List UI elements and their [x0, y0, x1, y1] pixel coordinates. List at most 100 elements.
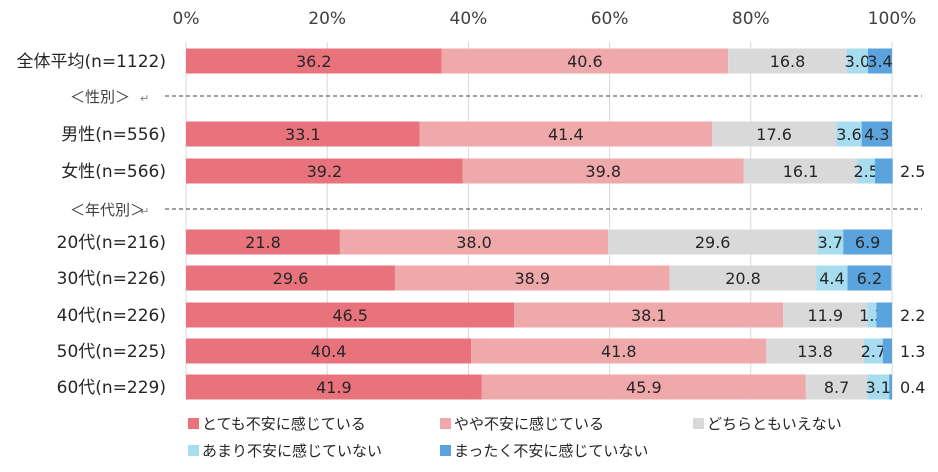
row-category-label: 60代(n=229) [57, 378, 166, 398]
bar-segment [608, 229, 818, 255]
bar-segment [847, 265, 892, 291]
bar-segment [882, 338, 892, 364]
bar-segment [394, 265, 670, 291]
bar-value-label: 29.6 [273, 269, 309, 288]
bar-segment [186, 302, 515, 328]
bar-value-label: 3.1 [866, 378, 891, 397]
bar-value-label: 29.6 [695, 233, 731, 252]
bar-segment [471, 338, 767, 364]
bar-segment [441, 48, 729, 74]
bar-value-label: 6.9 [855, 233, 880, 252]
bar-segment [867, 374, 890, 400]
legend-swatch [440, 418, 451, 429]
legend-swatch [440, 445, 451, 456]
legend-swatch [693, 418, 704, 429]
bar-value-label: 4.4 [819, 269, 844, 288]
bar-value-label: 38.0 [456, 233, 492, 252]
bar-value-label: 3.4 [867, 52, 892, 71]
section-divider: ＜年代別＞↵ [66, 197, 922, 219]
legend: とても不安に感じている やや不安に感じている どちらともいえないあまり不安に感じてい… [188, 415, 842, 460]
section-label: ＜年代別＞ [70, 201, 145, 219]
bar-segment [863, 338, 883, 364]
section-label-bg [66, 84, 152, 106]
bar-segment [186, 121, 420, 147]
x-tick-label: 100% [868, 9, 917, 29]
bar-value-label: 40.4 [311, 342, 347, 361]
bar-segment [867, 48, 892, 74]
bar-segment [186, 374, 482, 400]
bar-value-label: 39.2 [307, 162, 343, 181]
legend-label: まったく不安に感じていない [454, 442, 648, 460]
bar-segment [186, 265, 395, 291]
bar-value-label: 38.1 [631, 306, 667, 325]
x-axis-tick-labels: 0% 20% 40% 60% 80% 100% [173, 9, 917, 29]
bar-segment [186, 229, 340, 255]
return-mark: ↵ [140, 92, 149, 105]
x-tick-label: 60% [591, 9, 629, 29]
x-tick-label: 80% [732, 9, 770, 29]
legend-label: どちらともいえない [707, 415, 842, 433]
row-category-label: 全体平均(n=1122) [16, 52, 166, 72]
bar-row: 男性(n=556) 33.1 41.4 17.6 3.6 4.3 [61, 121, 892, 147]
bar-value-label: 38.9 [514, 269, 550, 288]
x-tick-label: 20% [308, 9, 346, 29]
bar-segment [514, 302, 784, 328]
bar-value-label: 41.9 [316, 378, 352, 397]
legend-item: あまり不安に感じていない [188, 442, 382, 460]
bar-segment [861, 121, 892, 147]
legend-label: あまり不安に感じていない [202, 442, 382, 460]
bar-value-label: 21.8 [245, 233, 281, 252]
bar-value-label: 17.6 [756, 125, 792, 144]
bar-row: 50代(n=225) 40.4 41.8 13.8 2.7 1.3 [57, 338, 925, 364]
bar-value-label: 8.7 [824, 378, 849, 397]
bar-segment [186, 338, 472, 364]
legend-swatch [188, 418, 199, 429]
bar-segment [419, 121, 712, 147]
bar-row: 女性(n=566) 39.2 39.8 16.1 2.5 2.5 [61, 158, 925, 184]
bar-value-label: 46.5 [332, 306, 368, 325]
bar-value-label: 3.0 [845, 52, 870, 71]
bar-segment [728, 48, 847, 74]
bar-segment [843, 229, 892, 255]
legend-swatch [188, 445, 199, 456]
x-tick-label: 0% [173, 9, 200, 29]
bar-segment [816, 265, 848, 291]
chart-rows: 全体平均(n=1122) 36.2 40.6 16.8 3.03.4 ＜性別＞ ↵ 男性(n=… [16, 48, 925, 400]
bar-value-label: 33.1 [285, 125, 321, 144]
bar-value-label: 13.8 [797, 342, 833, 361]
bar-segment [766, 338, 864, 364]
bar-value-label: 11.9 [807, 306, 843, 325]
bar-value-label: 40.6 [567, 52, 603, 71]
bar-segment [711, 121, 837, 147]
bar-value-label: 3.6 [836, 125, 861, 144]
bar-value-label: 4.3 [864, 125, 889, 144]
bar-value-label: 45.9 [626, 378, 662, 397]
bar-segment [875, 158, 893, 184]
bar-value-label: 6.2 [857, 269, 882, 288]
legend-item: やや不安に感じている [440, 415, 604, 433]
bar-segment [817, 229, 844, 255]
bar-row: 全体平均(n=1122) 36.2 40.6 16.8 3.03.4 [16, 48, 893, 74]
bar-segment [186, 48, 442, 74]
bar-segment [805, 374, 868, 400]
bar-segment [783, 302, 868, 328]
bar-value-label: 1.3 [900, 342, 925, 361]
bar-segment [857, 158, 876, 184]
bar-segment [876, 302, 892, 328]
bar-value-label: 41.4 [548, 125, 584, 144]
bar-value-label: 20.8 [725, 269, 761, 288]
row-category-label: 40代(n=226) [57, 306, 166, 326]
bar-segment [889, 374, 892, 400]
bar-segment [743, 158, 858, 184]
x-tick-label: 40% [450, 9, 488, 29]
legend-label: やや不安に感じている [454, 415, 604, 433]
section-label: ＜性別＞ [70, 88, 130, 106]
legend-item: どちらともいえない [693, 415, 842, 433]
bar-segment [186, 158, 463, 184]
bar-segment [846, 48, 868, 74]
bar-segment [669, 265, 817, 291]
bar-value-label: 2.2 [900, 306, 925, 325]
row-category-label: 男性(n=556) [61, 125, 166, 145]
bar-row: 40代(n=226) 46.5 38.1 11.9 1.3 2.2 [57, 302, 925, 328]
